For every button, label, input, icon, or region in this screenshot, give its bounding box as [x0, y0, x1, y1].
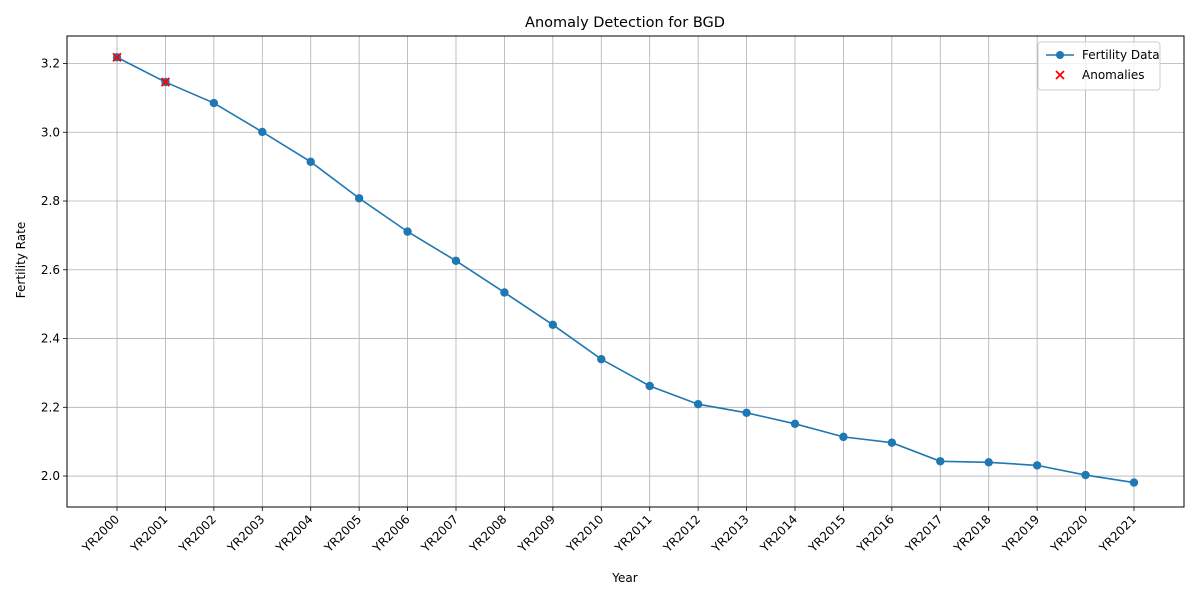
x-axis-title: Year [611, 571, 637, 585]
data-point [887, 438, 897, 447]
series-line [116, 56, 1135, 484]
legend-point-marker [1056, 51, 1064, 59]
legend-anomaly-marker [1055, 70, 1065, 80]
data-point [258, 127, 267, 137]
legend-frame [1037, 41, 1161, 91]
series-layer [112, 52, 1139, 487]
grid [67, 36, 1184, 507]
legend-label-fertility: Fertility Data [1082, 48, 1160, 62]
data-point [742, 408, 751, 417]
y-tick-label: 2.2 [41, 400, 60, 414]
data-point [451, 256, 461, 266]
data-point [693, 400, 703, 409]
y-axis-title: Fertility Rate [14, 222, 28, 298]
chart-title: Anomaly Detection for BGD [525, 15, 725, 31]
data-point [984, 458, 993, 467]
data-point [548, 320, 558, 329]
data-point [597, 354, 606, 364]
anomaly-stroke [160, 77, 171, 87]
data-point [1032, 461, 1042, 470]
data-point [1129, 478, 1139, 487]
data-point [306, 157, 315, 167]
data-point [500, 288, 509, 297]
anomaly-marker [160, 77, 171, 87]
data-point [1081, 470, 1090, 480]
y-tick-label: 3.2 [41, 57, 60, 71]
plot-frame [66, 35, 1185, 508]
data-point [790, 419, 800, 429]
anomaly-stroke [112, 52, 122, 62]
data-point [839, 432, 848, 442]
y-tick-label: 3.0 [41, 125, 60, 139]
legend-label-anomalies: Anomalies [1082, 68, 1145, 82]
data-point [209, 98, 219, 108]
data-point [936, 457, 945, 466]
y-tick-label: 2.0 [41, 469, 60, 483]
y-tick-label: 2.8 [41, 194, 60, 208]
data-point [403, 227, 412, 236]
y-tick-label: 2.4 [41, 332, 60, 346]
anomaly-marker [112, 52, 122, 62]
y-axis-ticks: 2.0 2.2 2.4 2.6 2.8 3.0 3.2 [41, 57, 67, 483]
legend: Fertility Data Anomalies [1037, 41, 1161, 91]
data-point [645, 381, 654, 391]
y-tick-label: 2.6 [41, 263, 60, 277]
data-point [354, 194, 364, 203]
